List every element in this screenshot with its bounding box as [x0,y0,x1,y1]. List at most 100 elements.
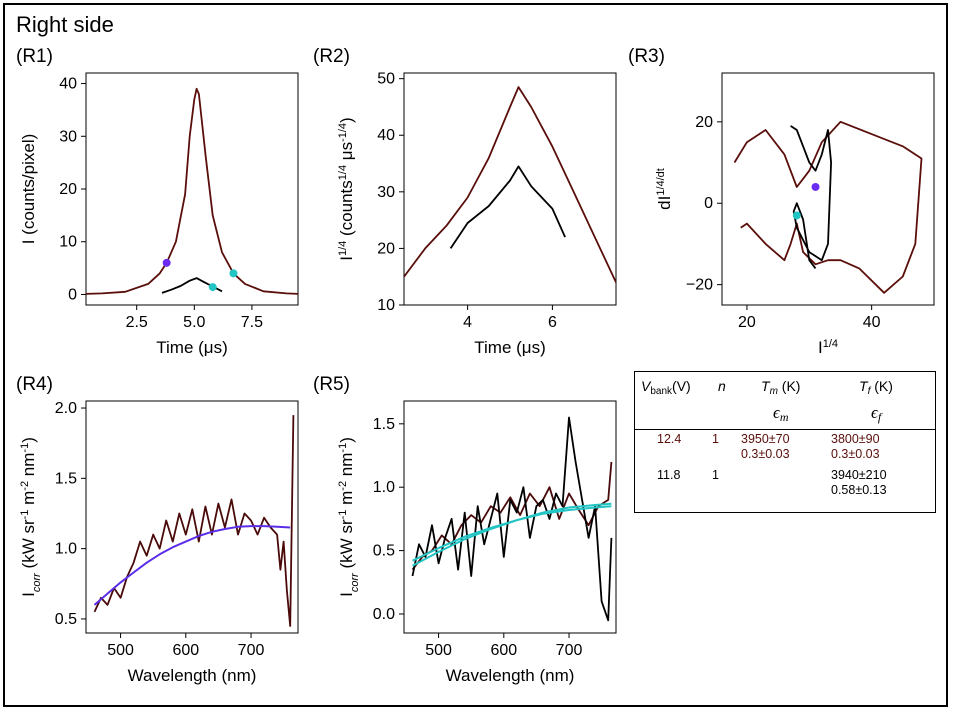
y-tick-label: 40 [377,127,395,144]
series-line-bright [411,461,613,571]
row2-vbank: 11.8 [657,468,681,482]
y-tick-label: 0.0 [373,606,395,623]
plot-area [403,72,617,306]
series-group [93,415,295,627]
fit-results-table: Vbank(V) n Tm (K) Tf (K) ϵm ϵf 12.4 1 39… [634,371,936,513]
series-line-dim [449,165,566,249]
row2-ef: 0.58±0.13 [831,483,887,497]
y-tick-label: 1.0 [55,541,77,558]
series-line-bright [86,87,298,295]
x-tick-label: 700 [556,642,583,659]
series-line-spectrum [93,415,295,627]
y-axis-label: dI1/4/dt [655,168,674,210]
header-n: n [718,378,726,394]
panel-label-r4: (R4) [16,374,53,395]
marker-point [208,283,217,292]
header-ef: ϵf [871,403,882,424]
y-tick-label: −20 [686,277,713,294]
y-tick-label: 0.5 [373,543,395,560]
series-group [411,416,613,622]
y-axis-label: I1/4 (counts1/4 μs-1/4) [337,117,356,260]
panel-label-r2: (R2) [313,46,350,67]
series-line-fit_2 [412,502,612,567]
x-tick-label: 7.5 [241,314,263,331]
x-axis-label: I1/4 [818,338,838,357]
y-axis-label: Icorr (kW sr-1 m-2 nm-1) [19,437,43,597]
row1-n: 1 [712,432,719,446]
series-group [733,120,923,294]
plot-area [85,72,299,306]
series-line-bright [404,86,616,283]
plot-area [403,400,617,634]
y-tick-label: 20 [59,181,77,198]
marker-point [229,269,238,278]
y-tick-label: 20 [377,240,395,257]
chart-r2: (R2) 4 6 10 20 30 40 50 Time (μs) I1/4 (counts1/4… [313,46,617,357]
row2-tf: 3940±210 [831,468,887,482]
series-line-dim [790,125,832,269]
panel-label-r1: (R1) [16,46,53,67]
x-tick-label: 600 [490,642,517,659]
plot-area [721,72,935,306]
marker-point [162,258,171,267]
series-group [404,86,616,283]
x-axis-label: Time (μs) [156,338,228,357]
y-tick-label: 10 [59,234,77,251]
x-tick-label: 4 [463,314,472,331]
y-tick-label: 0 [68,286,77,303]
row1-em: 0.3±0.03 [741,447,790,461]
x-tick-label: 700 [238,642,265,659]
x-tick-label: 2.5 [126,314,148,331]
figure-frame [3,3,948,707]
panel-label-r5: (R5) [313,374,350,395]
x-axis-label: Time (μs) [474,338,546,357]
series-line-dim [411,416,613,622]
y-tick-label: 50 [377,71,395,88]
x-tick-label: 6 [548,314,557,331]
y-tick-label: 30 [377,184,395,201]
header-vbank: Vbank(V) [641,378,691,397]
y-axis-label: Icorr (kW sr-1 m-2 nm-1) [337,437,361,597]
row1-tm: 3950±70 [741,432,790,446]
y-tick-label: 1.0 [373,479,395,496]
x-axis-label: Wavelength (nm) [446,666,575,685]
y-tick-label: 0.5 [55,611,77,628]
row2-n: 1 [712,468,719,482]
panel-label-r3: (R3) [628,46,665,67]
marker-point [811,182,820,191]
chart-r3: (R3) 20 40 −20 0 20 I1/4 dI1/4/dt [628,46,935,357]
x-tick-label: 600 [172,642,199,659]
y-tick-label: 10 [377,297,395,314]
plot-area [85,400,299,634]
y-tick-label: 1.5 [55,470,77,487]
table-separator [635,429,935,430]
header-tf: Tf (K) [859,378,893,397]
y-tick-label: 2.0 [55,400,77,417]
x-tick-label: 500 [425,642,452,659]
y-tick-label: 0 [704,195,713,212]
chart-r5: (R5) 500 600 700 0.0 0.5 1.0 1.5 Wavelength (nm)… [313,374,617,685]
row1-ef: 0.3±0.03 [831,447,880,461]
y-tick-label: 40 [59,76,77,93]
header-tm: Tm (K) [761,378,801,397]
chart-r1: (R1) 2.5 5.0 7.5 0 10 20 30 40 Time (μs) I (counts… [16,46,299,357]
series-group [86,87,298,295]
series-line-fit [93,525,291,606]
row1-tf: 3800±90 [831,432,880,446]
row1-vbank: 12.4 [657,432,682,446]
y-tick-label: 30 [59,128,77,145]
series-line-bright [733,120,923,294]
x-tick-label: 40 [863,314,881,331]
figure-title: Right side [16,12,114,37]
marker-point [792,211,801,220]
x-tick-label: 500 [107,642,134,659]
y-tick-label: 1.5 [373,416,395,433]
y-axis-label: I (counts/pixel) [19,134,38,245]
chart-r4: (R4) 500 600 700 0.5 1.0 1.5 2.0 Wavelength (nm)… [16,374,299,685]
y-tick-label: 20 [695,114,713,131]
x-tick-label: 5.0 [183,314,205,331]
x-tick-label: 20 [738,314,756,331]
header-em: ϵm [773,403,789,424]
